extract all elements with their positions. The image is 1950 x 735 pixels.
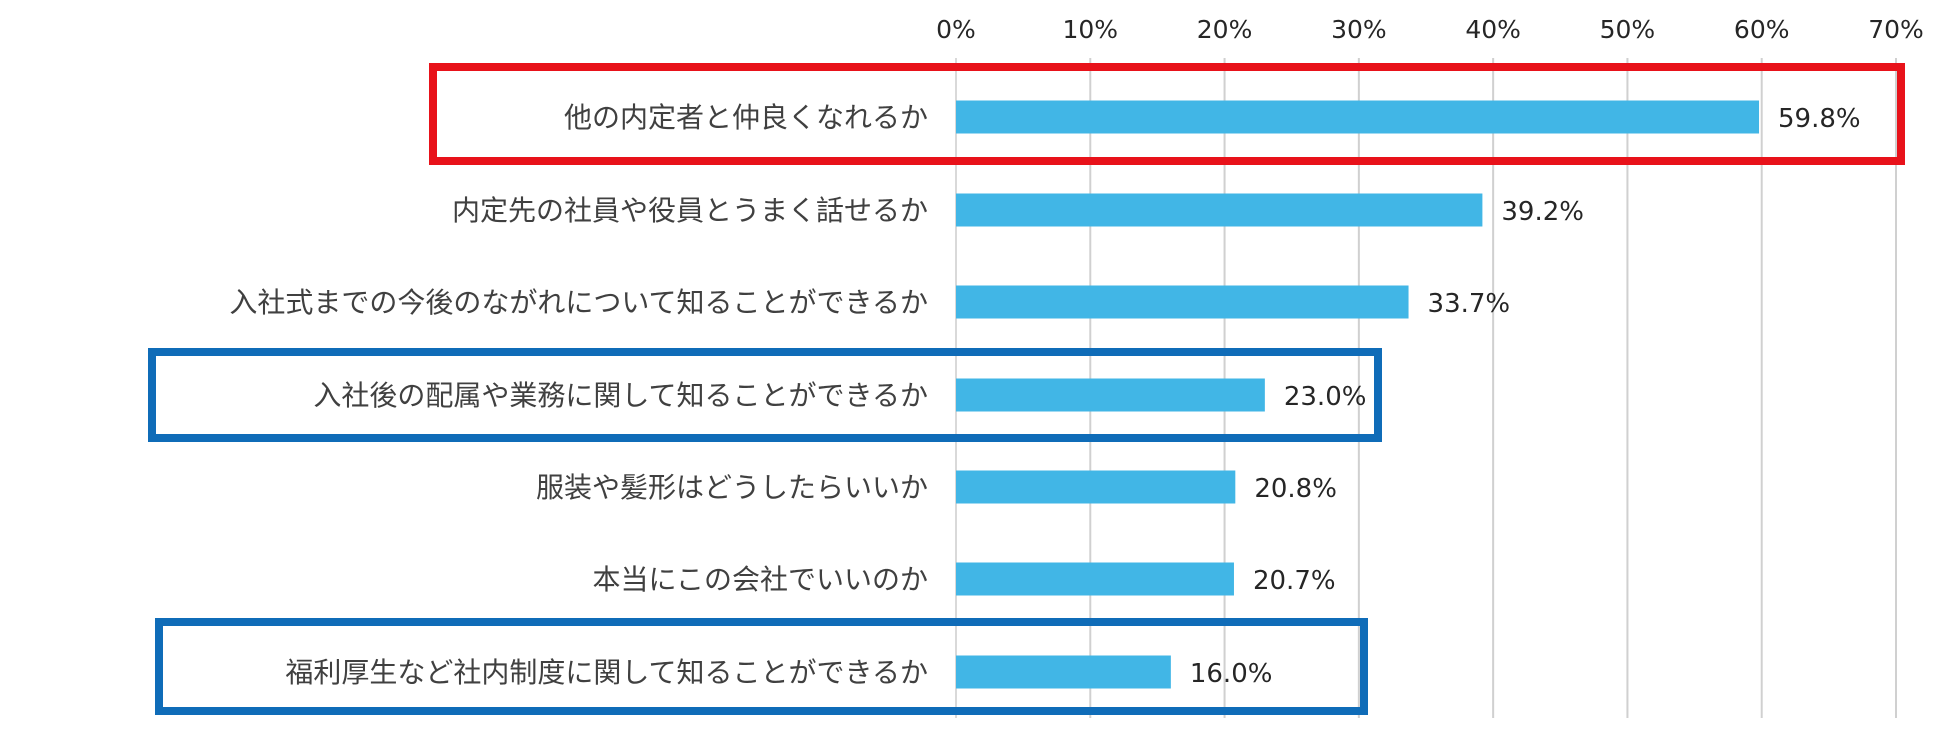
bar bbox=[956, 193, 1483, 227]
x-tick-label: 10% bbox=[1062, 15, 1118, 44]
value-label: 39.2% bbox=[1501, 197, 1584, 227]
bar bbox=[956, 470, 1236, 504]
category-label: 本当にこの会社でいいのか bbox=[593, 563, 928, 596]
x-tick-label: 30% bbox=[1331, 15, 1387, 44]
x-tick-label: 20% bbox=[1197, 15, 1253, 44]
highlight-box bbox=[429, 63, 1905, 165]
value-label: 23.0% bbox=[1284, 382, 1367, 412]
x-tick-label: 50% bbox=[1600, 15, 1656, 44]
bar bbox=[956, 378, 1265, 412]
x-tick-label: 60% bbox=[1734, 15, 1790, 44]
value-label: 20.7% bbox=[1253, 566, 1336, 596]
category-label: 服装や髪形はどうしたらいいか bbox=[536, 471, 928, 504]
bar bbox=[956, 562, 1234, 596]
category-label: 入社後の配属や業務に関して知ることができるか bbox=[313, 379, 928, 412]
category-label: 福利厚生など社内制度に関して知ることができるか bbox=[285, 656, 928, 689]
category-label: 入社式までの今後のながれについて知ることができるか bbox=[229, 286, 928, 319]
bar bbox=[956, 655, 1171, 689]
x-tick-label: 70% bbox=[1868, 15, 1924, 44]
value-label: 33.7% bbox=[1428, 289, 1511, 319]
highlight-boxes bbox=[148, 63, 1905, 715]
x-axis-tick-labels: 0% 10% 20% 30% 40% 50% 60% 70% bbox=[936, 15, 1924, 44]
highlight-box bbox=[148, 348, 1382, 442]
bar bbox=[956, 285, 1409, 319]
value-label: 59.8% bbox=[1778, 104, 1861, 134]
value-label: 16.0% bbox=[1190, 659, 1273, 689]
bar bbox=[956, 100, 1760, 134]
category-label: 内定先の社員や役員とうまく話せるか bbox=[452, 194, 928, 227]
value-label: 20.8% bbox=[1254, 474, 1337, 504]
highlight-box bbox=[155, 618, 1368, 715]
value-labels: 59.8% 39.2% 33.7% 23.0% 20.8% 20.7% 16.0% bbox=[1190, 104, 1861, 689]
x-tick-label: 40% bbox=[1465, 15, 1521, 44]
x-tick-label: 0% bbox=[936, 15, 976, 44]
category-labels: 他の内定者と仲良くなれるか内定先の社員や役員とうまく話せるか入社式までの今後のな… bbox=[229, 101, 928, 689]
category-label: 他の内定者と仲良くなれるか bbox=[564, 101, 928, 134]
bars bbox=[956, 100, 1760, 689]
